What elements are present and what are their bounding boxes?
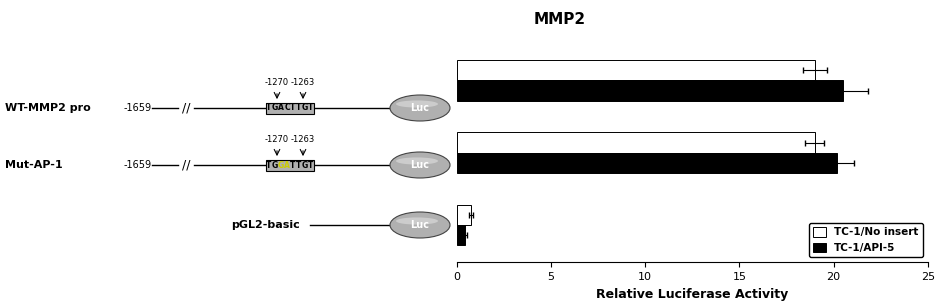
Text: G: G bbox=[301, 160, 308, 170]
Text: -1659: -1659 bbox=[124, 103, 152, 113]
FancyBboxPatch shape bbox=[266, 102, 314, 113]
Text: G: G bbox=[272, 160, 278, 170]
Text: T: T bbox=[308, 160, 314, 170]
Text: -1270: -1270 bbox=[265, 135, 289, 144]
Bar bbox=[457, 60, 815, 81]
Legend: TC-1/No insert, TC-1/API-5: TC-1/No insert, TC-1/API-5 bbox=[809, 223, 922, 257]
Text: -1263: -1263 bbox=[291, 135, 316, 144]
Text: -1659: -1659 bbox=[124, 160, 152, 170]
Text: A: A bbox=[278, 103, 284, 113]
Text: T: T bbox=[290, 160, 296, 170]
Text: C: C bbox=[284, 103, 290, 113]
Text: //: // bbox=[182, 102, 190, 114]
Bar bbox=[457, 132, 815, 152]
FancyBboxPatch shape bbox=[266, 160, 314, 170]
Text: Luc: Luc bbox=[411, 160, 430, 170]
Text: MMP2: MMP2 bbox=[534, 12, 586, 27]
Text: T: T bbox=[267, 103, 271, 113]
Bar bbox=[457, 225, 465, 245]
Text: Luc: Luc bbox=[411, 220, 430, 230]
Bar bbox=[457, 205, 471, 225]
Text: A: A bbox=[284, 160, 290, 170]
Text: T: T bbox=[267, 160, 271, 170]
Bar bbox=[457, 81, 843, 101]
Text: T: T bbox=[308, 103, 314, 113]
Text: T: T bbox=[290, 103, 296, 113]
Ellipse shape bbox=[390, 152, 450, 178]
Text: G: G bbox=[272, 103, 278, 113]
Text: //: // bbox=[182, 159, 190, 171]
Text: G: G bbox=[278, 160, 284, 170]
Ellipse shape bbox=[396, 217, 438, 224]
Ellipse shape bbox=[396, 157, 438, 165]
Text: Luc: Luc bbox=[411, 103, 430, 113]
Text: T: T bbox=[297, 103, 301, 113]
Text: WT-MMP2 pro: WT-MMP2 pro bbox=[5, 103, 90, 113]
Text: T: T bbox=[297, 160, 301, 170]
X-axis label: Relative Luciferase Activity: Relative Luciferase Activity bbox=[596, 288, 788, 301]
Bar bbox=[457, 152, 837, 173]
Text: -1270: -1270 bbox=[265, 78, 289, 87]
Ellipse shape bbox=[390, 95, 450, 121]
Ellipse shape bbox=[390, 212, 450, 238]
Text: G: G bbox=[301, 103, 308, 113]
Text: pGL2-basic: pGL2-basic bbox=[231, 220, 300, 230]
Ellipse shape bbox=[396, 100, 438, 108]
Text: -1263: -1263 bbox=[291, 78, 316, 87]
Text: Mut-AP-1: Mut-AP-1 bbox=[5, 160, 62, 170]
